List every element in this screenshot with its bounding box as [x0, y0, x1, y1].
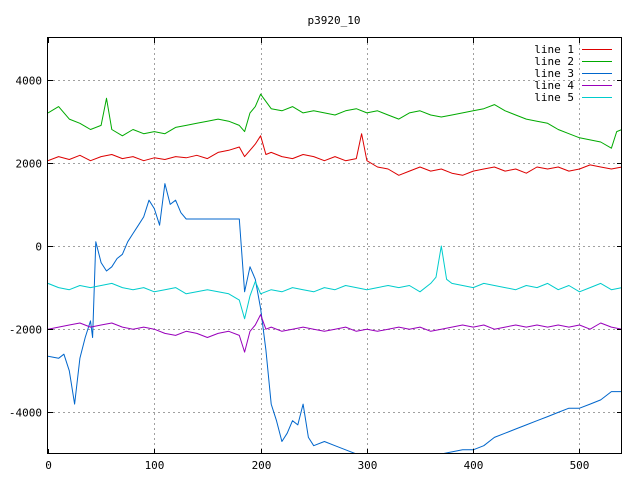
legend-label-2: line 2 — [534, 55, 574, 68]
y-tick-label: -2000 — [9, 324, 42, 337]
x-tick-label: 300 — [358, 459, 378, 472]
y-tick-label: -4000 — [9, 407, 42, 420]
y-tick-label: 4000 — [16, 75, 43, 88]
y-tick-label: 2000 — [16, 158, 43, 171]
plot-frame — [47, 37, 622, 454]
legend-label-3: line 3 — [534, 67, 574, 80]
y-tick-label: 0 — [35, 241, 42, 254]
x-tick-label: 100 — [145, 459, 165, 472]
legend-label-1: line 1 — [534, 43, 574, 56]
x-tick-label: 400 — [464, 459, 484, 472]
series-line-2 — [48, 93, 622, 149]
legend-label-5: line 5 — [534, 91, 574, 104]
legend-label-4: line 4 — [534, 79, 574, 92]
x-tick-label: 200 — [252, 459, 272, 472]
grid — [48, 38, 622, 454]
tick-labels: 0 100 200 300 400 500 -4000 -2000 0 2000 4000 — [9, 75, 590, 473]
chart-title: p3920_10 — [308, 14, 361, 27]
x-tick-label: 0 — [45, 459, 52, 472]
series-line-1 — [48, 133, 622, 176]
series-line-3 — [48, 183, 622, 454]
series-lines — [48, 93, 622, 454]
series-line-5 — [48, 245, 622, 320]
x-tick-label: 500 — [570, 459, 590, 472]
axis-ticks — [48, 38, 622, 454]
series-line-4 — [48, 314, 622, 353]
